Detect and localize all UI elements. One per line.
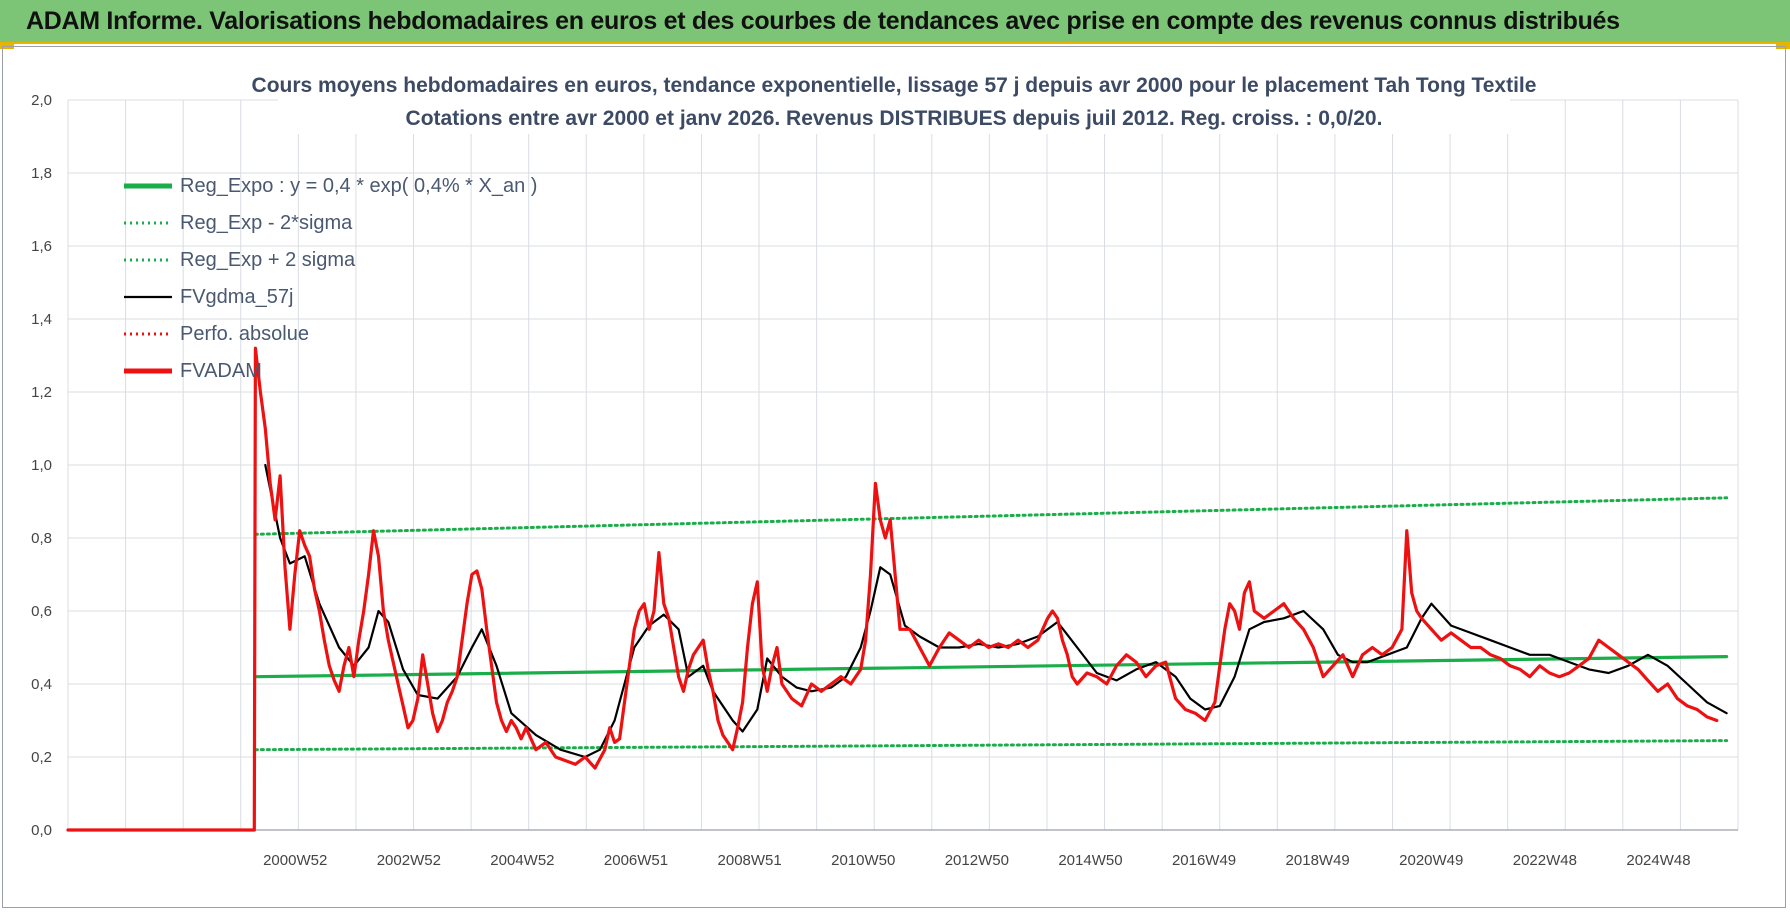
y-tick-label: 0,0 (31, 822, 52, 839)
chart-series (66, 346, 1729, 832)
x-tick-label: 2012W50 (945, 852, 1009, 869)
y-axis-ticks: 0,0 0,2 0,4 0,6 0,8 1,0 1,2 1,4 1,6 1,8 2,0 (31, 92, 52, 839)
y-tick-label: 1,8 (31, 165, 52, 182)
legend-label: Perfo. absolue (180, 323, 309, 345)
series-line-0 (253, 654, 1729, 679)
title-background (278, 66, 1510, 134)
x-tick-label: 2020W49 (1399, 852, 1463, 869)
x-tick-label: 2018W49 (1286, 852, 1350, 869)
chart-title-box: Cours moyens hebdomadaires en euros, ten… (252, 66, 1537, 134)
report-banner: ADAM Informe. Valorisations hebdomadaire… (0, 0, 1790, 44)
legend-label: FVADAM (180, 360, 262, 382)
series-line-5 (66, 346, 1719, 832)
y-tick-label: 1,6 (31, 238, 52, 255)
legend-label: Reg_Exp + 2 sigma (180, 249, 356, 271)
y-tick-label: 0,2 (31, 749, 52, 766)
legend-label: FVgdma_57j (180, 286, 293, 308)
report-title: ADAM Informe. Valorisations hebdomadaire… (26, 7, 1620, 35)
y-tick-label: 2,0 (31, 92, 52, 109)
y-tick-label: 0,8 (31, 530, 52, 547)
legend-label: Reg_Expo : y = 0,4 * exp( 0,4% * X_an ) (180, 175, 537, 197)
x-tick-label: 2008W51 (718, 852, 782, 869)
chart-legend: Reg_Expo : y = 0,4 * exp( 0,4% * X_an ) R… (124, 175, 537, 382)
x-tick-label: 2006W51 (604, 852, 668, 869)
chart-grid (67, 99, 1739, 831)
legend-label: Reg_Exp - 2*sigma (180, 212, 353, 234)
x-tick-label: 2002W52 (377, 852, 441, 869)
x-tick-label: 2024W48 (1626, 852, 1690, 869)
y-tick-label: 0,4 (31, 676, 52, 693)
y-tick-label: 1,2 (31, 384, 52, 401)
chart-title: Cours moyens hebdomadaires en euros, ten… (252, 74, 1537, 97)
series-line-1 (253, 739, 1729, 752)
chart-frame (2, 46, 1786, 908)
x-tick-label: 2022W48 (1513, 852, 1577, 869)
x-axis-ticks: 2000W52 2002W52 2004W52 2006W51 2008W51 2010W… (263, 852, 1690, 869)
y-tick-label: 1,4 (31, 311, 52, 328)
y-tick-label: 1,0 (31, 457, 52, 474)
y-tick-label: 0,6 (31, 603, 52, 620)
x-tick-label: 2010W50 (831, 852, 895, 869)
chart-subtitle: Cotations entre avr 2000 et janv 2026. R… (406, 107, 1383, 130)
series-line-2 (253, 496, 1729, 536)
x-tick-label: 2014W50 (1058, 852, 1122, 869)
x-tick-label: 2004W52 (490, 852, 554, 869)
x-tick-label: 2016W49 (1172, 852, 1236, 869)
x-tick-label: 2000W52 (263, 852, 327, 869)
